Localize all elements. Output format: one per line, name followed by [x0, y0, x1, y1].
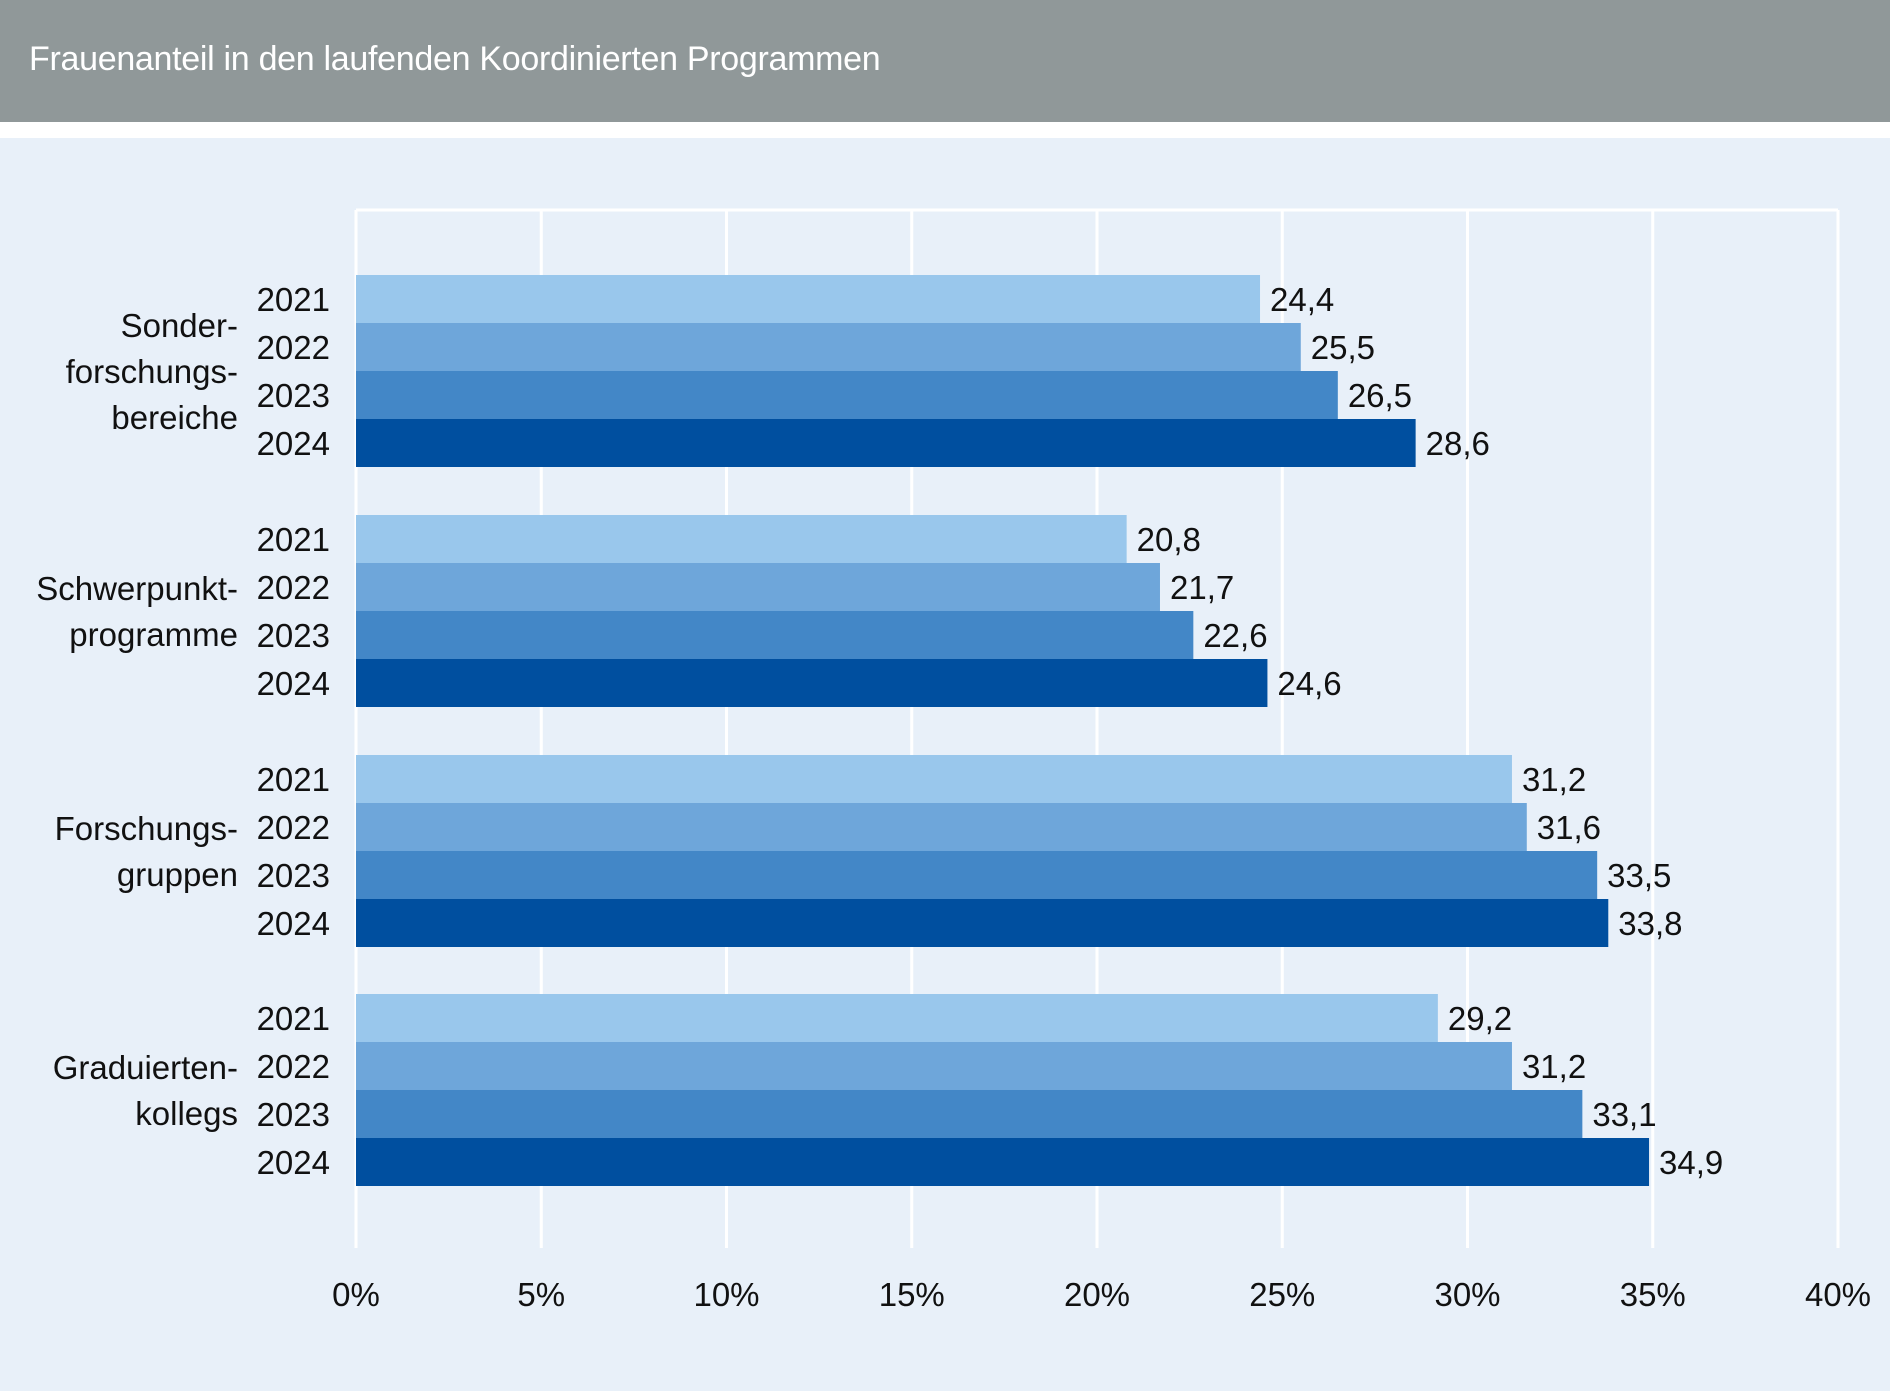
category-label: Forschungs- — [55, 810, 238, 847]
x-tick-label: 5% — [517, 1276, 565, 1313]
bar — [356, 1138, 1650, 1186]
series-year-label: 2021 — [257, 1000, 330, 1037]
series-year-label: 2022 — [257, 1048, 330, 1085]
series-year-label: 2024 — [257, 905, 330, 942]
data-label: 31,2 — [1522, 761, 1586, 798]
data-label: 20,8 — [1137, 521, 1201, 558]
series-year-label: 2021 — [257, 761, 330, 798]
data-label: 25,5 — [1311, 329, 1375, 366]
category-label: programme — [69, 616, 238, 653]
data-label: 22,6 — [1203, 617, 1267, 654]
data-label: 21,7 — [1170, 569, 1234, 606]
series-year-label: 2022 — [257, 329, 330, 366]
data-label: 29,2 — [1448, 1000, 1512, 1037]
data-label: 34,9 — [1659, 1144, 1723, 1181]
series-year-label: 2023 — [257, 857, 330, 894]
category-label: Graduierten- — [53, 1049, 238, 1086]
series-year-label: 2024 — [257, 425, 330, 462]
bar — [356, 371, 1338, 419]
x-tick-label: 25% — [1249, 1276, 1315, 1313]
data-label: 33,1 — [1592, 1096, 1656, 1133]
x-tick-label: 35% — [1620, 1276, 1686, 1313]
data-label: 28,6 — [1426, 425, 1490, 462]
series-year-label: 2022 — [257, 809, 330, 846]
x-tick-label: 30% — [1434, 1276, 1500, 1313]
bar — [356, 755, 1512, 803]
data-label: 24,4 — [1270, 281, 1334, 318]
chart-title: Frauenanteil in den laufenden Koordinier… — [29, 40, 881, 78]
series-year-label: 2023 — [257, 617, 330, 654]
data-label: 31,6 — [1537, 809, 1601, 846]
category-label: kollegs — [135, 1095, 238, 1132]
series-year-label: 2023 — [257, 377, 330, 414]
bar — [356, 1090, 1583, 1138]
series-year-label: 2024 — [257, 1144, 330, 1181]
bar — [356, 803, 1527, 851]
bar — [356, 275, 1261, 323]
bar — [356, 563, 1160, 611]
bar — [356, 1042, 1512, 1090]
category-label: forschungs- — [66, 353, 238, 390]
series-year-label: 2023 — [257, 1096, 330, 1133]
data-label: 26,5 — [1348, 377, 1412, 414]
x-tick-label: 20% — [1064, 1276, 1130, 1313]
bar — [356, 611, 1194, 659]
x-tick-label: 0% — [332, 1276, 380, 1313]
data-label: 24,6 — [1277, 665, 1341, 702]
data-label: 33,5 — [1607, 857, 1671, 894]
category-label: Sonder- — [121, 307, 238, 344]
chart-header: Frauenanteil in den laufenden Koordinier… — [0, 0, 1890, 122]
bar — [356, 851, 1598, 899]
bar-chart: 0% 5% 10% 15% 20% 25% 30% 35% 40% 24,4 2021 25,5 202… — [36, 208, 1871, 1313]
series-year-label: 2022 — [257, 569, 330, 606]
bar — [356, 323, 1301, 371]
bar — [356, 659, 1268, 707]
category-label: Schwerpunkt- — [36, 570, 238, 607]
x-tick-label: 40% — [1805, 1276, 1871, 1313]
bar — [356, 419, 1416, 467]
series-year-label: 2024 — [257, 665, 330, 702]
series-year-label: 2021 — [257, 521, 330, 558]
x-tick-label: 15% — [879, 1276, 945, 1313]
data-label: 31,2 — [1522, 1048, 1586, 1085]
bar — [356, 994, 1438, 1042]
category-label: bereiche — [111, 399, 238, 436]
bar — [356, 515, 1127, 563]
chart-area: 0% 5% 10% 15% 20% 25% 30% 35% 40% 24,4 2021 25,5 202… — [0, 138, 1890, 1391]
header-separator — [0, 122, 1890, 138]
x-tick-label: 10% — [693, 1276, 759, 1313]
data-label: 33,8 — [1618, 905, 1682, 942]
category-label: gruppen — [117, 856, 238, 893]
bar — [356, 899, 1609, 947]
series-year-label: 2021 — [257, 281, 330, 318]
